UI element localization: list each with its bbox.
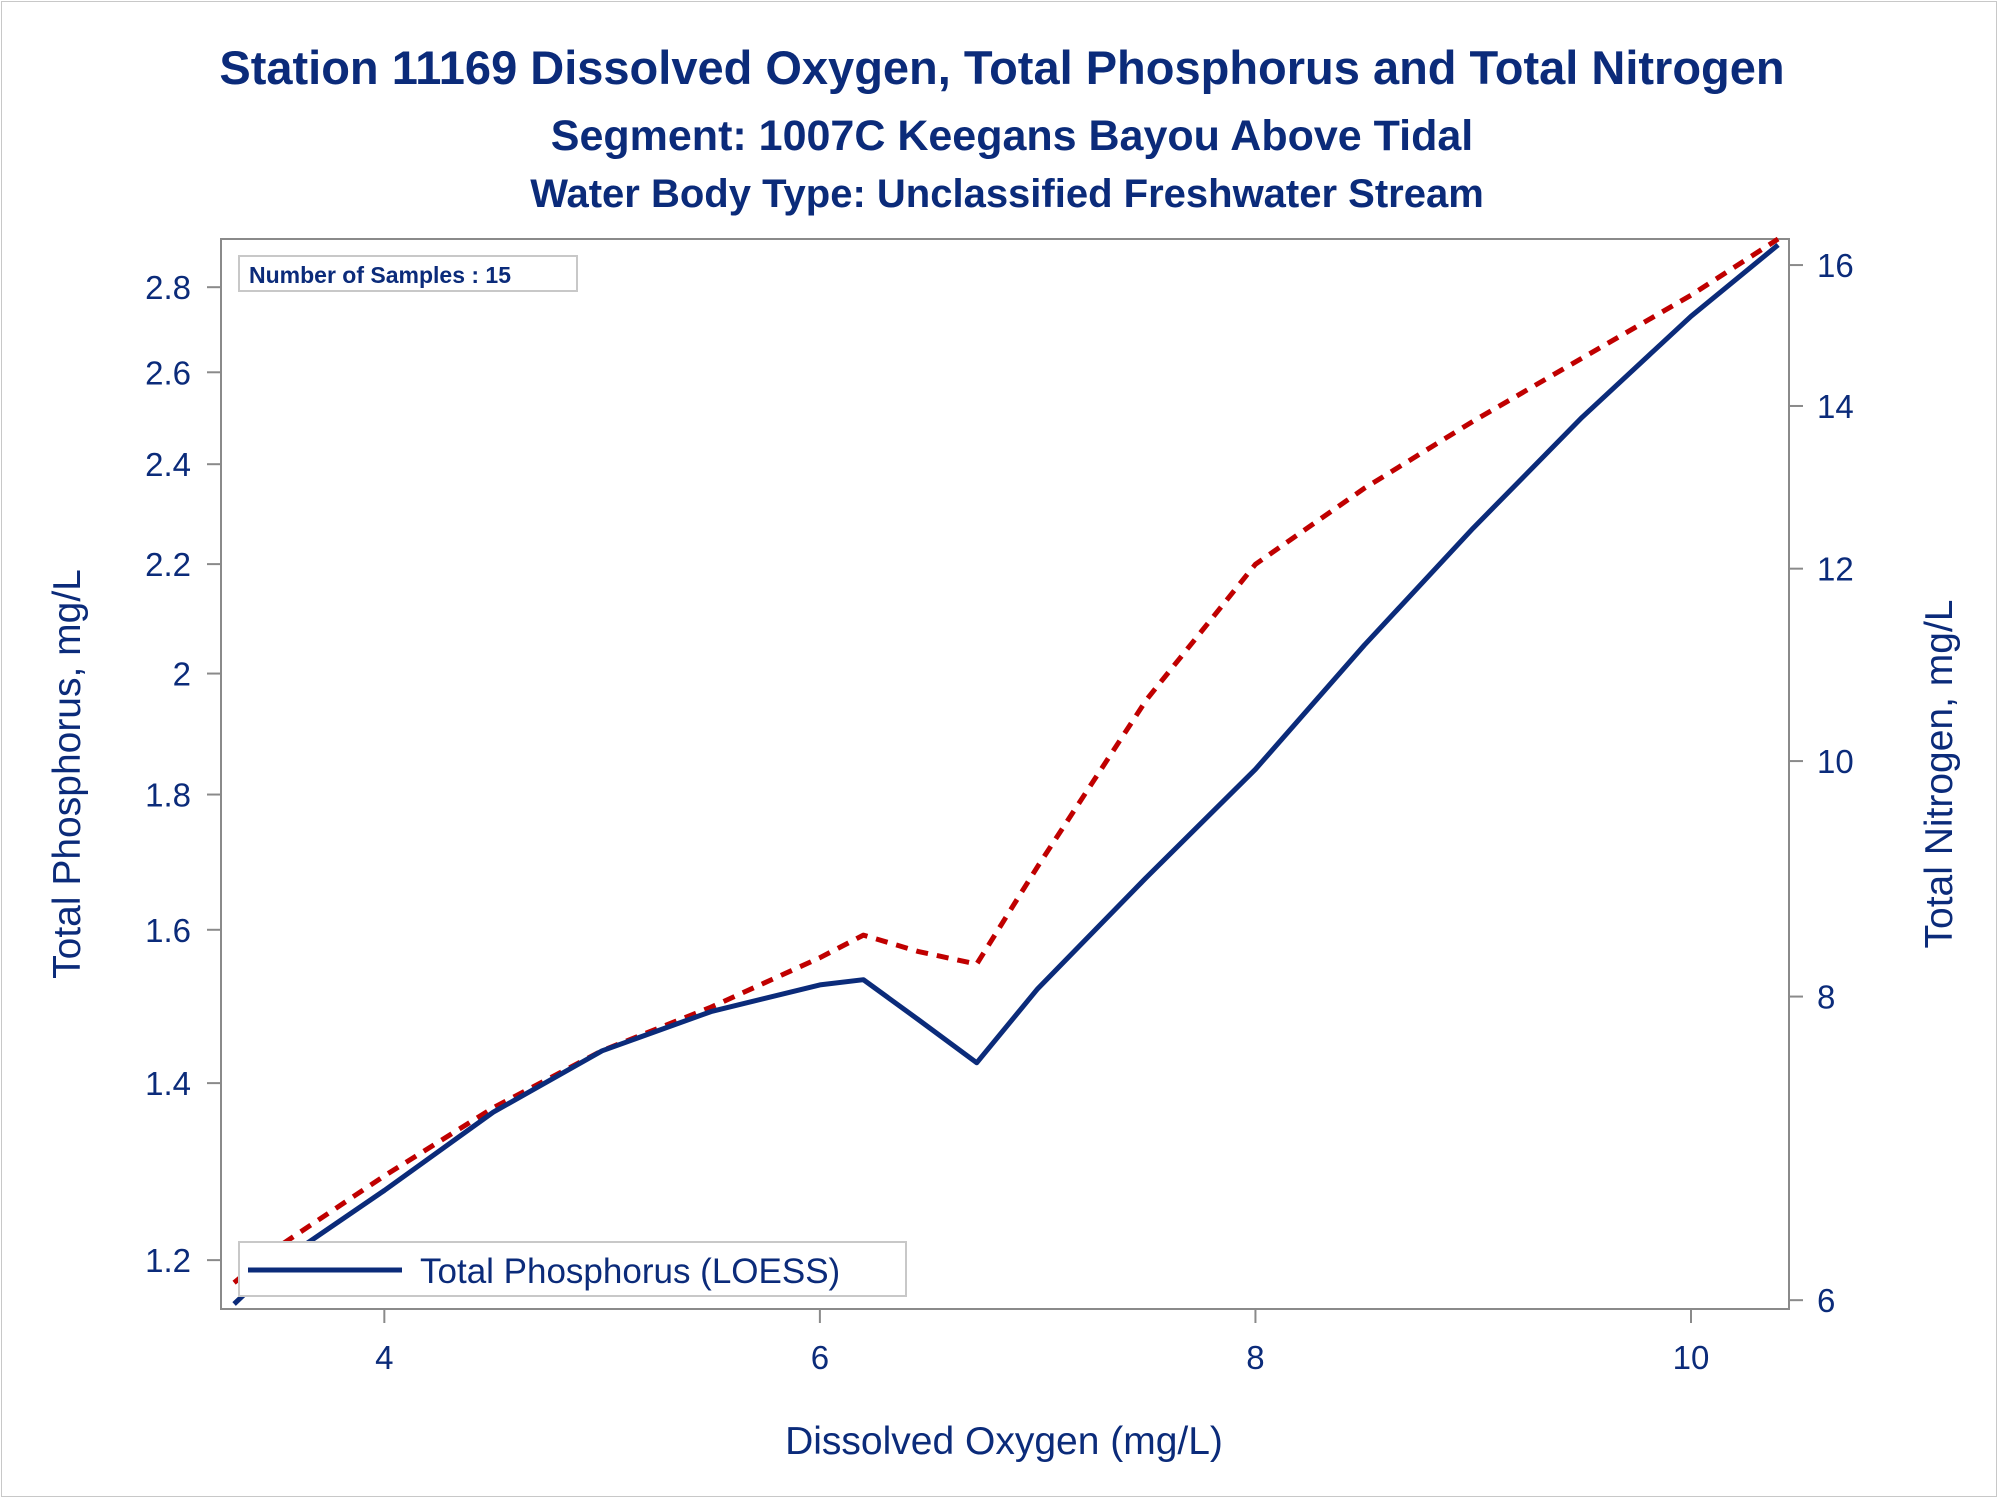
y2-tick-label: 12 <box>1817 551 1854 588</box>
series-total-phosphorus-line <box>232 242 1780 1306</box>
y2-tick-label: 10 <box>1817 743 1854 780</box>
y-axis-label: Total Phosphorus, mg/L <box>46 569 89 979</box>
y-axis-right: 6 8 10 12 14 16 <box>1789 247 1854 1319</box>
y-tick-label: 2.8 <box>145 269 191 306</box>
y-tick-label: 1.2 <box>145 1242 191 1279</box>
chart-subtitle-2: Water Body Type: Unclassified Freshwater… <box>530 172 1484 216</box>
series-layer <box>232 236 1780 1306</box>
plot-area <box>220 238 1790 1310</box>
x-axis-label: Dissolved Oxygen (mg/L) <box>785 1420 1223 1463</box>
y-axis-left: 1.2 1.4 1.6 1.8 2 2.2 2.4 2.6 2.8 <box>145 269 221 1279</box>
y2-tick-label: 8 <box>1817 979 1835 1016</box>
x-tick-label: 8 <box>1246 1339 1264 1376</box>
legend: Total Phosphorus (LOESS) <box>238 1241 907 1297</box>
y2-axis-label: Total Nitrogen, mg/L <box>1918 599 1961 948</box>
chart-subtitle: Segment: 1007C Keegans Bayou Above Tidal <box>551 112 1473 160</box>
x-axis: 4 6 8 10 <box>375 1309 1709 1376</box>
x-tick-label: 4 <box>375 1339 393 1376</box>
legend-label-phosphorus: Total Phosphorus (LOESS) <box>420 1252 840 1291</box>
y-tick-label: 1.8 <box>145 777 191 814</box>
chart-title: Station 11169 Dissolved Oxygen, Total Ph… <box>219 41 1784 94</box>
y2-tick-label: 16 <box>1817 247 1854 284</box>
y-tick-label: 2.2 <box>145 546 191 583</box>
y2-tick-label: 14 <box>1817 388 1854 425</box>
x-tick-label: 10 <box>1673 1339 1710 1376</box>
y-tick-label: 1.6 <box>145 912 191 949</box>
y-tick-label: 2 <box>173 656 191 693</box>
sample-count-annotation: Number of Samples : 15 <box>238 255 578 292</box>
sample-count-text: Number of Samples : 15 <box>249 262 511 288</box>
y-tick-label: 1.4 <box>145 1065 191 1102</box>
x-tick-label: 6 <box>811 1339 829 1376</box>
series-total-nitrogen-line <box>232 236 1780 1285</box>
y-tick-label: 2.4 <box>145 446 191 483</box>
y-tick-label: 2.6 <box>145 354 191 391</box>
y2-tick-label: 6 <box>1817 1282 1835 1319</box>
